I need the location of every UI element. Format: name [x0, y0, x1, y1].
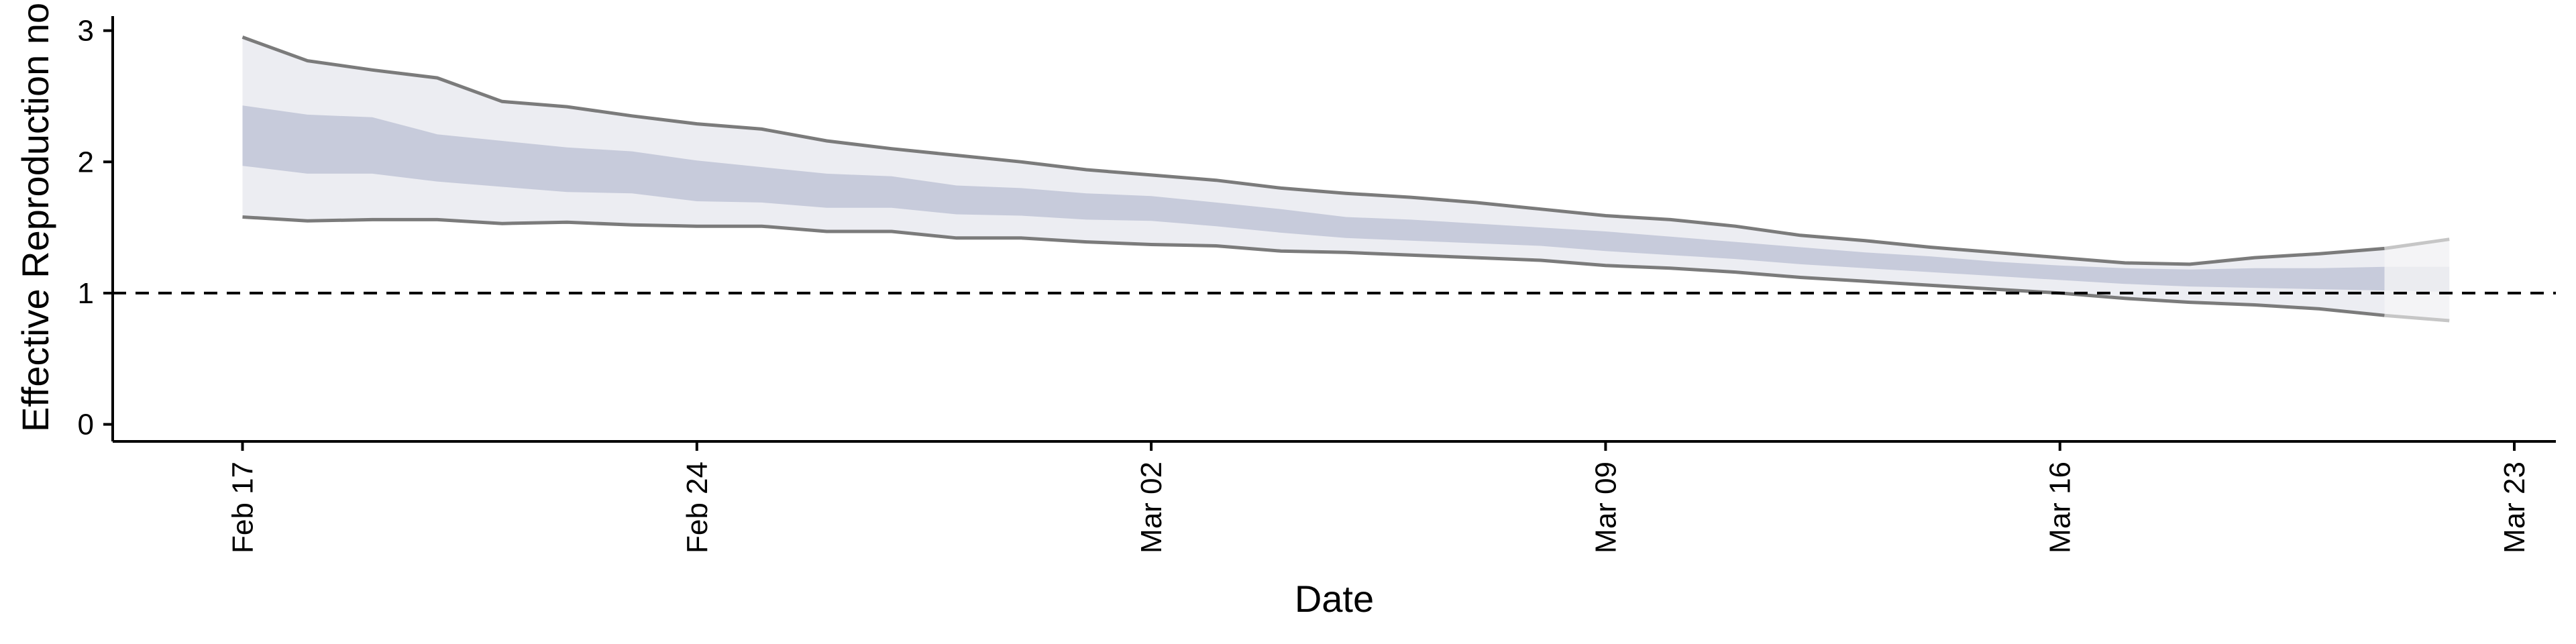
y-axis-ticks: 0 1 2 3 [78, 15, 113, 441]
y-tick-label: 3 [78, 15, 94, 48]
x-tick-label: Mar 23 [2498, 462, 2531, 553]
x-tick-label: Mar 16 [2044, 462, 2077, 553]
inner-interval-band-projected [2384, 266, 2450, 292]
x-tick-label: Mar 09 [1589, 462, 1622, 553]
x-tick-label: Mar 02 [1135, 462, 1168, 553]
upper-bound-line [241, 36, 2385, 266]
y-tick-label: 2 [78, 146, 94, 178]
axes [111, 16, 2556, 443]
upper-bound-line-projected [2384, 237, 2450, 250]
lower-bound-line [242, 215, 2385, 317]
lower-bound-line-projected [2384, 313, 2450, 323]
x-tick-label: Feb 24 [681, 462, 714, 553]
x-tick-label: Feb 17 [227, 462, 260, 553]
y-axis-title: Effective Reproduction no [14, 3, 56, 432]
x-axis-ticks: Feb 17 Feb 24 Mar 02 Mar 09 Mar 16 Mar 23 [227, 441, 2531, 553]
y-tick-label: 1 [78, 277, 94, 310]
interval-bound-lines [241, 36, 2450, 323]
credible-interval-bands [242, 37, 2450, 321]
inner-interval-band [242, 105, 2385, 290]
y-tick-label: 0 [78, 409, 94, 441]
outer-interval-band [242, 37, 2385, 316]
x-axis-title: Date [1295, 578, 1374, 620]
